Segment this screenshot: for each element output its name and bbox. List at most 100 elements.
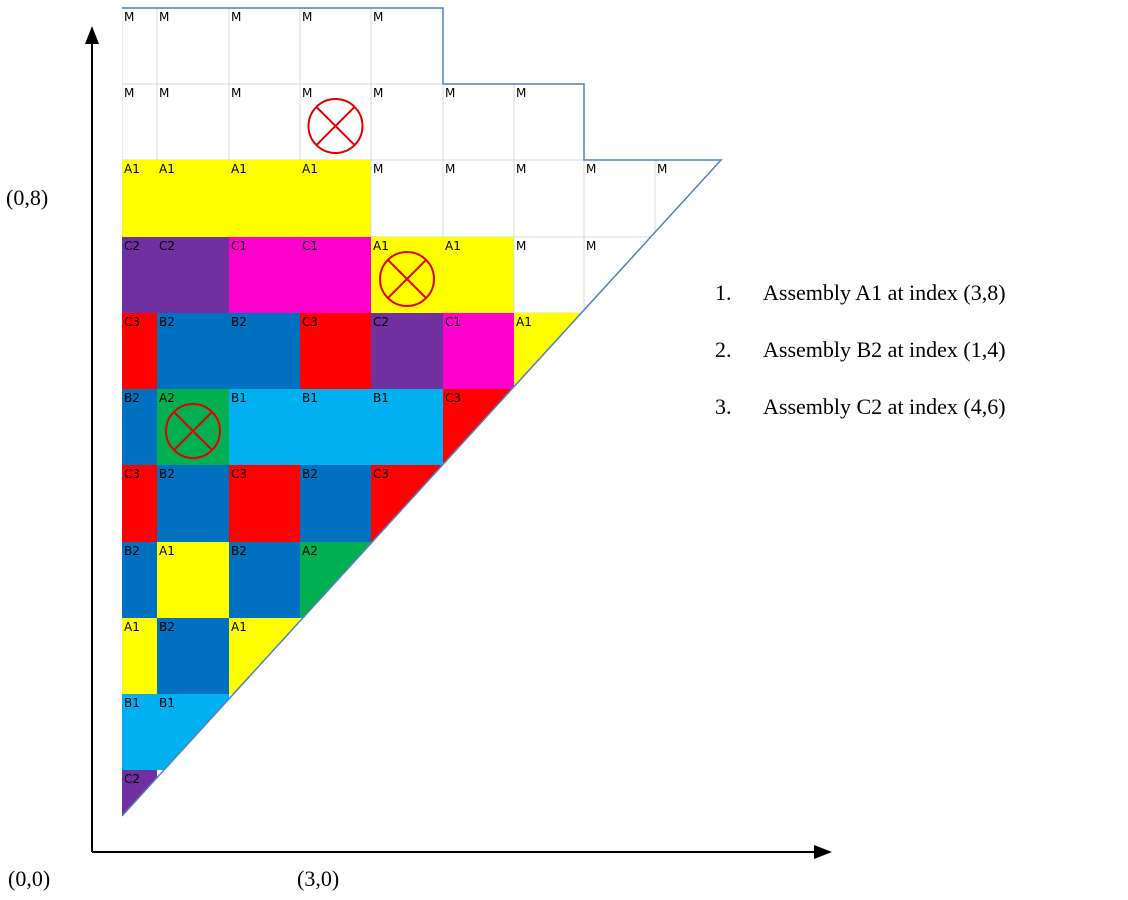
assembly-cell — [156, 8, 230, 85]
assembly-cell-label: M — [445, 162, 455, 176]
assembly-cell — [157, 618, 229, 694]
assembly-cell — [122, 618, 157, 694]
assembly-cell-label: M — [445, 86, 455, 100]
assembly-cell-label: A2 — [302, 544, 318, 558]
assembly-cell — [300, 237, 371, 313]
note-item: 3. Assembly C2 at index (4,6) — [715, 394, 1006, 420]
assembly-cell-label: M — [231, 86, 241, 100]
assembly-cell — [228, 8, 301, 85]
assembly-cell-label: A1 — [231, 162, 247, 176]
assembly-cell — [299, 83, 372, 161]
assembly-cell — [371, 389, 443, 465]
assembly-cell-label: B1 — [373, 391, 389, 405]
assembly-cell — [229, 237, 300, 313]
assembly-cell-label: A1 — [231, 620, 247, 634]
assembly-cell — [122, 237, 157, 313]
assembly-cell-label: M — [657, 162, 667, 176]
assembly-cell — [300, 313, 371, 389]
core-outline — [121, 7, 723, 817]
assembly-cell-label: C1 — [445, 315, 461, 329]
assembly-cell-label: B2 — [231, 315, 247, 329]
assembly-cell — [229, 542, 300, 618]
assembly-cell — [122, 313, 157, 389]
assembly-cell — [229, 313, 300, 389]
removal-markers — [165, 98, 435, 459]
assembly-cell — [443, 313, 514, 389]
assembly-cell-label: B2 — [231, 544, 247, 558]
assembly-cell-label: M — [302, 86, 312, 100]
assembly-cell — [513, 159, 585, 238]
assembly-cell-label: M — [373, 162, 383, 176]
assembly-cell-label: C3 — [124, 467, 140, 481]
assembly-cell — [157, 160, 229, 237]
assembly-cell-label: B2 — [159, 315, 175, 329]
assembly-cell-label: A1 — [124, 620, 140, 634]
note-text: Assembly B2 at index (1,4) — [763, 337, 1006, 362]
assembly-cell-label: B1 — [159, 696, 175, 710]
assembly-cell — [371, 313, 443, 389]
assembly-cell-label: C1 — [302, 239, 318, 253]
assembly-cell — [157, 465, 229, 542]
assembly-cell — [122, 389, 157, 465]
assembly-cell-label: A1 — [159, 544, 175, 558]
note-number: 2. — [715, 337, 732, 362]
assembly-cell-label: M — [124, 10, 134, 24]
assembly-cell — [229, 160, 300, 237]
assembly-cell-label: C3 — [124, 315, 140, 329]
x-axis-arrowhead — [814, 845, 832, 859]
assembly-cell-label: A2 — [159, 391, 175, 405]
assembly-cell-label: M — [373, 86, 383, 100]
y-axis-mark-label: (0,8) — [6, 185, 48, 210]
assembly-cell — [583, 159, 656, 238]
assembly-cell — [300, 465, 371, 542]
assembly-cell-label: A1 — [445, 239, 461, 253]
removal-marker-icon — [165, 403, 221, 459]
note-item: 2. Assembly B2 at index (1,4) — [715, 337, 1006, 363]
assembly-cell — [157, 313, 229, 389]
assembly-cell — [122, 542, 157, 618]
assembly-cell — [300, 160, 371, 237]
assembly-cell-label: M — [124, 86, 134, 100]
assembly-cell-label: C3 — [231, 467, 247, 481]
assembly-notes-list: 1. Assembly A1 at index (3,8) 2. Assembly … — [715, 280, 1006, 451]
assembly-cell-label: M — [586, 239, 596, 253]
assembly-cell-label: C3 — [302, 315, 318, 329]
assembly-cell — [370, 159, 444, 238]
assembly-cell-label: B2 — [124, 544, 140, 558]
assembly-cell-label: B1 — [302, 391, 318, 405]
assembly-cell-label: C2 — [159, 239, 175, 253]
assembly-cell — [229, 389, 300, 465]
assembly-cell — [371, 237, 443, 313]
assembly-cell-label: B2 — [302, 467, 318, 481]
assembly-cell — [229, 465, 300, 542]
removal-marker-icon — [307, 98, 364, 154]
assembly-cell-label: M — [159, 86, 169, 100]
assembly-cell-label: M — [516, 86, 526, 100]
removal-marker-icon — [379, 251, 435, 307]
assembly-cell — [513, 83, 585, 161]
assembly-cell — [442, 83, 515, 161]
assembly-cell — [156, 83, 230, 161]
assembly-cell — [228, 83, 301, 161]
assembly-cell — [157, 389, 229, 465]
assembly-cell-label: B2 — [124, 391, 140, 405]
assembly-cell — [122, 160, 157, 237]
assembly-cell — [443, 237, 514, 313]
assembly-cell-label: C2 — [124, 239, 140, 253]
assembly-cell-label: C2 — [124, 772, 140, 786]
x-axis-mark-label: (3,0) — [297, 866, 339, 891]
assembly-cell-label: C3 — [445, 391, 461, 405]
assembly-cell — [122, 694, 157, 770]
assembly-cell — [157, 542, 229, 618]
assembly-cell-label: A1 — [302, 162, 318, 176]
assembly-cell-label: M — [373, 10, 383, 24]
assembly-cell — [370, 8, 444, 85]
note-number: 1. — [715, 280, 732, 305]
assembly-cell-label: M — [159, 10, 169, 24]
assembly-cell-label: B1 — [231, 391, 247, 405]
assembly-cell — [157, 237, 229, 313]
assembly-cell — [300, 389, 371, 465]
note-item: 1. Assembly A1 at index (3,8) — [715, 280, 1006, 306]
assembly-cell-label: B1 — [124, 696, 140, 710]
